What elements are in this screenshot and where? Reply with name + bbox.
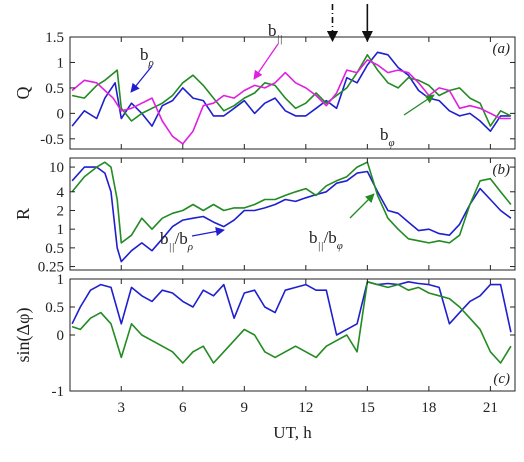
annotation-ratio-phi: b||/bφ [309, 228, 343, 252]
panel-a: -0.5 0 0.5 1 1.5 Q (a) [13, 30, 516, 150]
annotation-b-par: b|| [268, 21, 283, 45]
xtick-label: 3 [118, 400, 126, 416]
axes-frame-c [69, 278, 516, 392]
xtick-label: 12 [298, 400, 313, 416]
annotation-b-phi: bφ [380, 125, 395, 149]
annotation-arrow-ratio-rho [191, 227, 225, 237]
panel-label-c: (c) [493, 371, 510, 387]
series-line-a-2 [71, 59, 511, 145]
ytick-label-b: 10 [49, 160, 64, 176]
annotation-b-rho: bρ [140, 45, 154, 69]
series-line-a-1 [71, 53, 512, 127]
annotation-arrow-ratio-phi [349, 193, 375, 219]
xtick-label: 6 [179, 400, 187, 416]
ytick-label-a: 1.5 [45, 30, 64, 46]
annotation-arrow-b-par [253, 43, 279, 80]
annotation-arrow-b-phi [403, 94, 435, 116]
xtick-label: 15 [360, 400, 375, 416]
y-axis-label-b: R [13, 208, 33, 220]
xtick-label: 9 [241, 400, 249, 416]
ytick-label-c: 0 [57, 328, 65, 344]
series-line-c-0 [71, 280, 512, 336]
panel-label-b: (b) [493, 162, 511, 178]
y-axis-label-a: Q [13, 87, 33, 100]
annotation-arrow-b-rho [130, 65, 153, 93]
series-line-a-0 [71, 51, 511, 132]
ytick-label-c: -1 [52, 384, 65, 400]
ytick-label-c: 0.5 [45, 300, 64, 316]
ytick-label-b: 4 [57, 185, 65, 201]
x-axis-label: UT, h [273, 423, 312, 442]
panel-c: -1 0 0.5 1 sin(Δφ) (c) [13, 272, 516, 400]
series-line-b-0 [71, 166, 512, 263]
ytick-label-a: 0 [57, 106, 65, 122]
ytick-label-b: 2 [57, 203, 65, 219]
axes-frame-b [69, 157, 516, 271]
panel-b: 0.25 0.5 1 2 4 10 R (b) [13, 157, 516, 276]
ytick-label-b: 0.25 [38, 260, 64, 276]
annotation-ratio-rho: b||/bρ [160, 229, 193, 253]
ytick-label-a: 0.5 [45, 81, 64, 97]
xtick-label: 18 [421, 400, 436, 416]
axes-frame-a [69, 36, 516, 150]
ytick-label-a: -0.5 [40, 132, 64, 148]
series-line-b-1 [71, 161, 512, 244]
ytick-label-b: 1 [57, 222, 65, 238]
ytick-label-c: 1 [57, 272, 65, 288]
ytick-label-b: 0.5 [45, 241, 64, 257]
y-axis-label-c: sin(Δφ) [13, 308, 34, 363]
panel-label-a: (a) [493, 41, 511, 57]
ytick-label-a: 1 [57, 55, 65, 71]
xtick-label: 21 [483, 400, 498, 416]
series-line-c-1 [71, 280, 512, 364]
